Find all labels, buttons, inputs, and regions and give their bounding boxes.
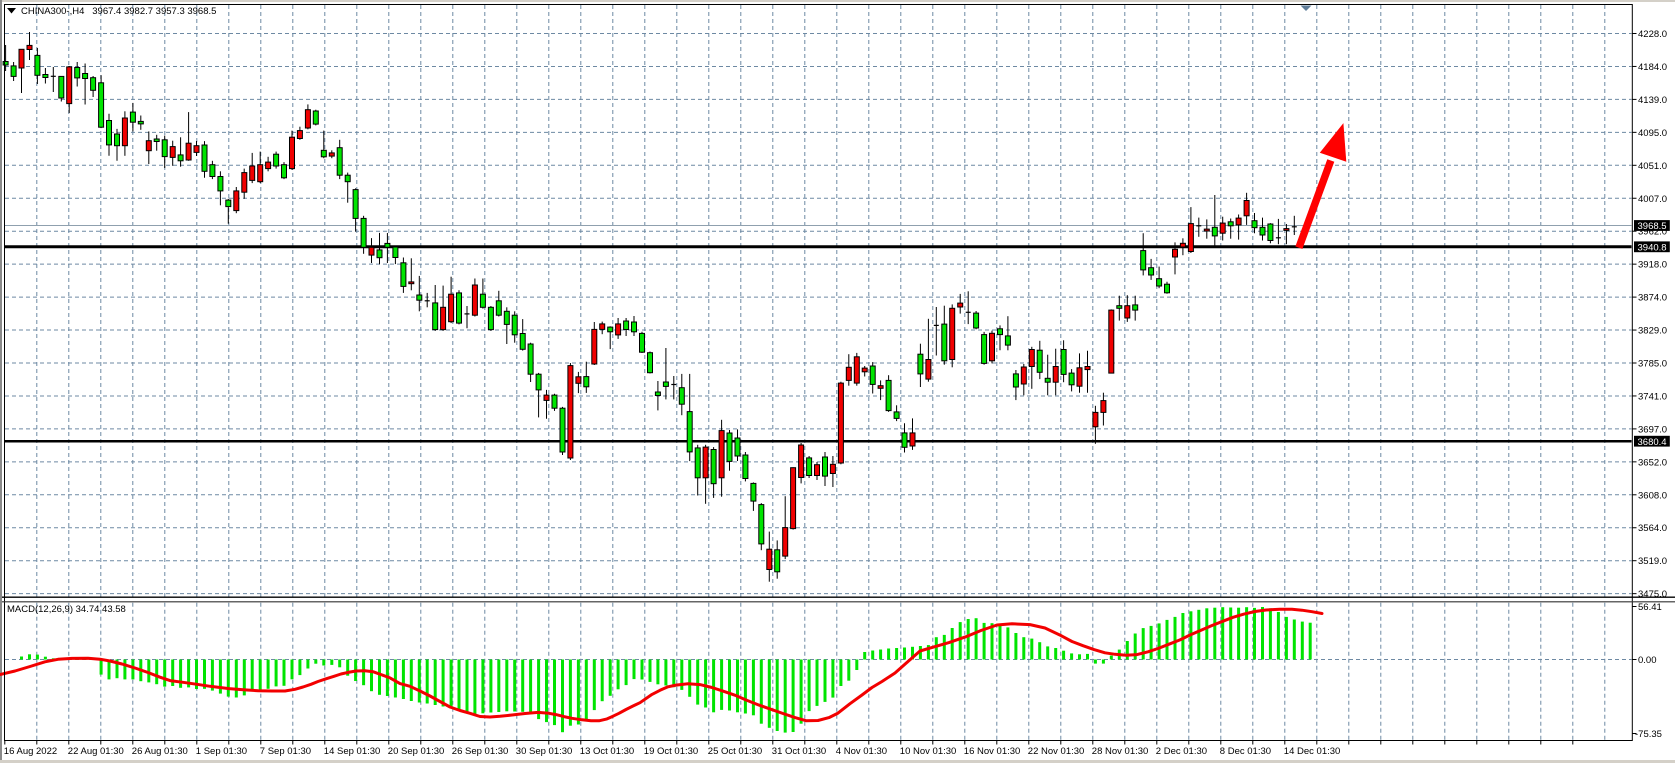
svg-text:14 Sep 01:30: 14 Sep 01:30 <box>324 746 381 757</box>
svg-text:22 Aug 01:30: 22 Aug 01:30 <box>68 746 124 757</box>
svg-text:20 Sep 01:30: 20 Sep 01:30 <box>388 746 445 757</box>
svg-text:14 Dec 01:30: 14 Dec 01:30 <box>1284 746 1341 757</box>
svg-text:CHINA300-,H4 3967.4 3982.7 3: CHINA300-,H4 3967.4 3982.7 3957.3 3968.5 <box>21 6 216 17</box>
svg-text:3874.0: 3874.0 <box>1638 293 1667 304</box>
svg-text:22 Nov 01:30: 22 Nov 01:30 <box>1028 746 1085 757</box>
svg-text:3918.0: 3918.0 <box>1638 260 1667 271</box>
svg-text:4007.0: 4007.0 <box>1638 194 1667 205</box>
svg-text:-75.35: -75.35 <box>1635 729 1662 740</box>
svg-text:3652.0: 3652.0 <box>1638 457 1667 468</box>
svg-text:4184.0: 4184.0 <box>1638 62 1667 73</box>
svg-text:3962.0: 3962.0 <box>1638 227 1667 238</box>
svg-text:56.41: 56.41 <box>1638 602 1662 613</box>
svg-text:4139.0: 4139.0 <box>1638 95 1667 106</box>
svg-text:4095.0: 4095.0 <box>1638 128 1667 139</box>
svg-text:3940.8: 3940.8 <box>1638 242 1667 253</box>
svg-text:4228.0: 4228.0 <box>1638 29 1667 40</box>
svg-text:1 Sep 01:30: 1 Sep 01:30 <box>196 746 247 757</box>
svg-text:7 Sep 01:30: 7 Sep 01:30 <box>260 746 311 757</box>
svg-text:3829.0: 3829.0 <box>1638 326 1667 337</box>
svg-text:4051.0: 4051.0 <box>1638 161 1667 172</box>
svg-text:2 Dec 01:30: 2 Dec 01:30 <box>1156 746 1207 757</box>
svg-text:3608.0: 3608.0 <box>1638 490 1667 501</box>
svg-text:3968.5: 3968.5 <box>1638 221 1667 232</box>
svg-text:16 Nov 01:30: 16 Nov 01:30 <box>964 746 1021 757</box>
svg-text:4 Nov 01:30: 4 Nov 01:30 <box>836 746 887 757</box>
svg-text:26 Aug 01:30: 26 Aug 01:30 <box>132 746 188 757</box>
svg-text:3785.0: 3785.0 <box>1638 359 1667 370</box>
svg-text:25 Oct 01:30: 25 Oct 01:30 <box>708 746 762 757</box>
svg-text:3697.0: 3697.0 <box>1638 424 1667 435</box>
svg-text:3475.0: 3475.0 <box>1638 589 1667 600</box>
svg-text:3680.4: 3680.4 <box>1638 437 1667 448</box>
svg-text:19 Oct 01:30: 19 Oct 01:30 <box>644 746 698 757</box>
svg-text:26 Sep 01:30: 26 Sep 01:30 <box>452 746 509 757</box>
svg-text:MACD(12,26,9) 34.74 43.58: MACD(12,26,9) 34.74 43.58 <box>7 604 126 615</box>
svg-text:31 Oct 01:30: 31 Oct 01:30 <box>772 746 826 757</box>
svg-text:0.00: 0.00 <box>1638 655 1657 666</box>
svg-text:28 Nov 01:30: 28 Nov 01:30 <box>1092 746 1149 757</box>
svg-text:10 Nov 01:30: 10 Nov 01:30 <box>900 746 957 757</box>
svg-text:8 Dec 01:30: 8 Dec 01:30 <box>1220 746 1271 757</box>
svg-text:16 Aug 2022: 16 Aug 2022 <box>4 746 57 757</box>
svg-text:3741.0: 3741.0 <box>1638 392 1667 403</box>
svg-text:13 Oct 01:30: 13 Oct 01:30 <box>580 746 634 757</box>
svg-text:30 Sep 01:30: 30 Sep 01:30 <box>516 746 573 757</box>
svg-text:3519.0: 3519.0 <box>1638 556 1667 567</box>
svg-text:3564.0: 3564.0 <box>1638 523 1667 534</box>
